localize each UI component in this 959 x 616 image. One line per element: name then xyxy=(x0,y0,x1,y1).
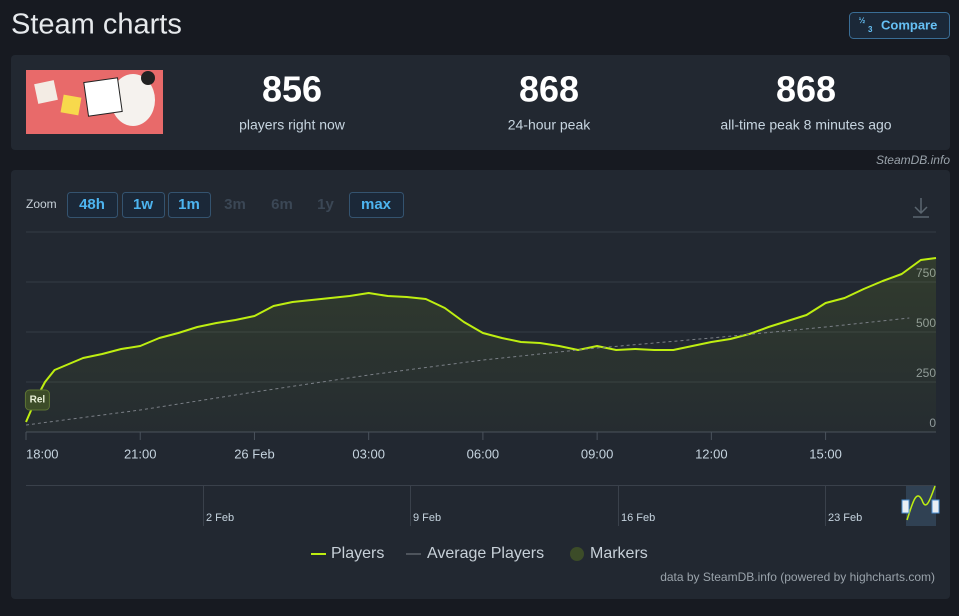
navigator-label: 16 Feb xyxy=(621,512,655,524)
compare-button[interactable]: ½ 3 Compare xyxy=(849,12,950,39)
zoom-button-label: 1y xyxy=(317,196,334,213)
page-title: Steam charts xyxy=(11,9,182,41)
x-tick-label: 06:00 xyxy=(467,446,500,461)
legend-symbol[interactable] xyxy=(570,547,584,561)
navigator-label: 2 Feb xyxy=(206,512,234,524)
zoom-button-label[interactable]: 1w xyxy=(133,196,153,213)
navigator-series xyxy=(906,485,936,521)
stat-value: 856 xyxy=(262,69,322,110)
x-tick-label: 03:00 xyxy=(352,446,385,461)
stat-label: 24-hour peak xyxy=(508,117,592,133)
stats: 856 players right now 868 24-hour peak 868 al… xyxy=(239,69,892,133)
marker-flag xyxy=(24,389,50,411)
x-tick-label: 18:00 xyxy=(26,446,59,461)
stat-label: players right now xyxy=(239,117,346,133)
capsule-shape xyxy=(141,71,155,85)
zoom-button-label[interactable]: 48h xyxy=(79,196,105,213)
stats-panel xyxy=(11,55,950,150)
legend-label[interactable]: Average Players xyxy=(427,545,544,562)
zoom-button-label[interactable]: 1m xyxy=(178,196,200,213)
compare-icon: ½ xyxy=(859,16,866,25)
capsule-shape xyxy=(34,80,58,104)
navigator-handle[interactable] xyxy=(901,499,910,514)
navigator-label: 23 Feb xyxy=(828,512,862,524)
stat-value: 868 xyxy=(519,69,579,110)
navigator xyxy=(26,485,940,526)
download-icon-part[interactable] xyxy=(914,206,928,215)
attribution: SteamDB.info xyxy=(876,153,950,167)
navigator-handle[interactable] xyxy=(931,499,940,514)
zoom-button[interactable] xyxy=(349,192,404,218)
capsule-shape xyxy=(83,77,123,117)
credits: data by SteamDB.info (powered by highcha… xyxy=(660,570,935,584)
zoom-buttons: 48h 1w 1m 3m 6m 1y max xyxy=(67,192,404,218)
zoom-button[interactable] xyxy=(122,192,165,218)
capsule-shape xyxy=(111,74,155,126)
zoom-button-label: 3m xyxy=(224,196,246,213)
legend-label[interactable]: Markers xyxy=(590,545,648,562)
zoom-label: Zoom xyxy=(26,197,57,211)
zoom-button[interactable] xyxy=(67,192,118,218)
x-tick-label: 09:00 xyxy=(581,446,614,461)
zoom-button-label: 6m xyxy=(271,196,293,213)
x-tick-label: 12:00 xyxy=(695,446,728,461)
x-tick-label: 26 Feb xyxy=(234,446,274,461)
download-icon[interactable] xyxy=(913,198,929,218)
x-tick-label: 21:00 xyxy=(124,446,157,461)
navigator-labels: 2 Feb 9 Feb 16 Feb 23 Feb xyxy=(203,486,862,526)
legend: Players Average Players Markers xyxy=(311,545,648,562)
zoom-button[interactable] xyxy=(168,192,211,218)
series-area xyxy=(26,258,936,432)
capsule-shape xyxy=(60,94,82,116)
navigator-label: 9 Feb xyxy=(413,512,441,524)
x-tick-label: 15:00 xyxy=(809,446,842,461)
game-capsule xyxy=(26,70,163,134)
stat-label: all-time peak 8 minutes ago xyxy=(720,117,891,133)
series-line xyxy=(25,257,937,423)
stat-value: 868 xyxy=(776,69,836,110)
marker-label: Rel xyxy=(30,395,46,406)
zoom-button-label[interactable]: max xyxy=(361,196,392,213)
compare-label[interactable]: Compare xyxy=(881,17,937,32)
legend-label[interactable]: Players xyxy=(331,545,384,562)
compare-button-box[interactable] xyxy=(849,12,950,39)
compare-icon: 3 xyxy=(868,25,873,34)
